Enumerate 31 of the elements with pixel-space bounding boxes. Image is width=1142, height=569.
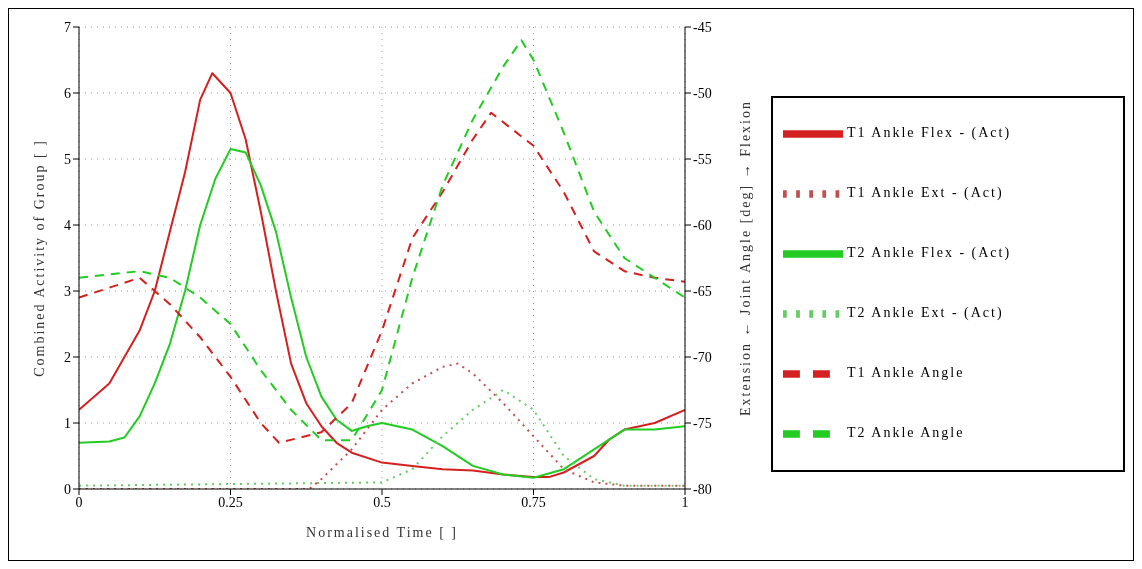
y-tick-label: 1 bbox=[64, 415, 71, 431]
legend-label: T2 Ankle Flex - (Act) bbox=[847, 245, 1012, 261]
legend-label: T1 Ankle Flex - (Act) bbox=[847, 125, 1012, 141]
y2-tick-label: -55 bbox=[693, 151, 712, 167]
y2-tick-label: -60 bbox=[693, 217, 712, 233]
y2-tick-label: -75 bbox=[693, 415, 712, 431]
y2-tick-label: -70 bbox=[693, 349, 712, 365]
y2-axis-title: Extension ← Joint Angle [deg] → Flexion bbox=[737, 100, 753, 416]
y-axis-title: Combined Activity of Group [ ] bbox=[31, 139, 47, 377]
x-tick-label: 1 bbox=[681, 494, 689, 510]
legend-label: T2 Ankle Angle bbox=[847, 425, 965, 441]
legend-label: T2 Ankle Ext - (Act) bbox=[847, 305, 1004, 321]
y-tick-label: 3 bbox=[64, 283, 71, 299]
y-tick-label: 2 bbox=[64, 349, 71, 365]
x-tick-label: 0 bbox=[75, 494, 83, 510]
line-series bbox=[79, 72, 685, 479]
legend-label: T1 Ankle Angle bbox=[847, 365, 965, 381]
x-tick-label: 0.5 bbox=[373, 494, 391, 510]
y2-tick-label: -45 bbox=[693, 19, 712, 35]
y-tick-label: 6 bbox=[64, 85, 71, 101]
y-tick-label: 4 bbox=[64, 217, 71, 233]
y2-tick-label: -80 bbox=[693, 481, 712, 497]
y2-tick-label: -65 bbox=[693, 283, 712, 299]
y-tick-label: 0 bbox=[64, 481, 71, 497]
y2-tick-label: -50 bbox=[693, 85, 712, 101]
y-tick-label: 5 bbox=[64, 151, 71, 167]
x-axis-title: Normalised Time [ ] bbox=[306, 525, 458, 540]
x-tick-label: 0.75 bbox=[521, 494, 546, 510]
legend-label: T1 Ankle Ext - (Act) bbox=[847, 185, 1004, 201]
y-tick-label: 7 bbox=[64, 19, 71, 35]
x-tick-label: 0.25 bbox=[218, 494, 243, 510]
